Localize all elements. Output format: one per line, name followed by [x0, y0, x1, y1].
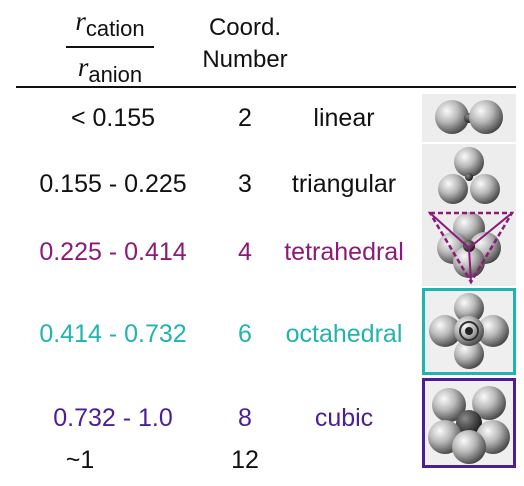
table-row-close-packed: ~1 12 [0, 446, 524, 486]
coord-header-line1: Coord. [208, 14, 282, 41]
ratio-range: < 0.155 [70, 104, 156, 132]
table-row-octahedral: 0.414 - 0.732 6 octahedral [0, 320, 524, 360]
fraction-bar [66, 46, 154, 48]
coordination-number: 2 [238, 104, 252, 132]
header-divider [16, 86, 516, 88]
geometry-name: linear [313, 104, 375, 132]
ratio-range: 0.225 - 0.414 [39, 238, 187, 266]
ratio-denominator: ranion [77, 52, 143, 87]
coord-header-line2: Number [202, 46, 288, 73]
table-row-linear: < 0.155 2 linear [0, 104, 524, 144]
ratio-range: 0.732 - 1.0 [53, 404, 173, 432]
table-row-tetrahedral: 0.225 - 0.414 4 tetrahedral [0, 238, 524, 278]
radius-ratio-header: rcation ranion [60, 6, 160, 90]
triangular-cluster-icon [422, 144, 516, 210]
coordination-number: 3 [238, 170, 252, 198]
cubic-cluster-icon [422, 378, 516, 468]
octahedral-cluster-icon [422, 288, 516, 375]
geometry-name: cubic [314, 404, 374, 432]
ratio-numerator: rcation [75, 6, 145, 41]
linear-cluster-icon [422, 94, 516, 142]
ratio-range: ~1 [65, 446, 95, 474]
geometry-name: tetrahedral [284, 238, 404, 266]
coordination-number: 4 [238, 238, 252, 266]
coordination-number: 12 [231, 446, 259, 474]
ratio-range: 0.414 - 0.732 [39, 320, 187, 348]
geometry-name: octahedral [285, 320, 403, 348]
ratio-range: 0.155 - 0.225 [39, 170, 187, 198]
tetrahedral-cluster-icon [422, 210, 516, 286]
coordination-number: 6 [238, 320, 252, 348]
coordination-number-header: Coord. Number [190, 12, 300, 76]
coordination-number: 8 [238, 404, 252, 432]
geometry-name: triangular [291, 170, 397, 198]
table-row-triangular: 0.155 - 0.225 3 triangular [0, 170, 524, 210]
table-row-cubic: 0.732 - 1.0 8 cubic [0, 404, 524, 444]
